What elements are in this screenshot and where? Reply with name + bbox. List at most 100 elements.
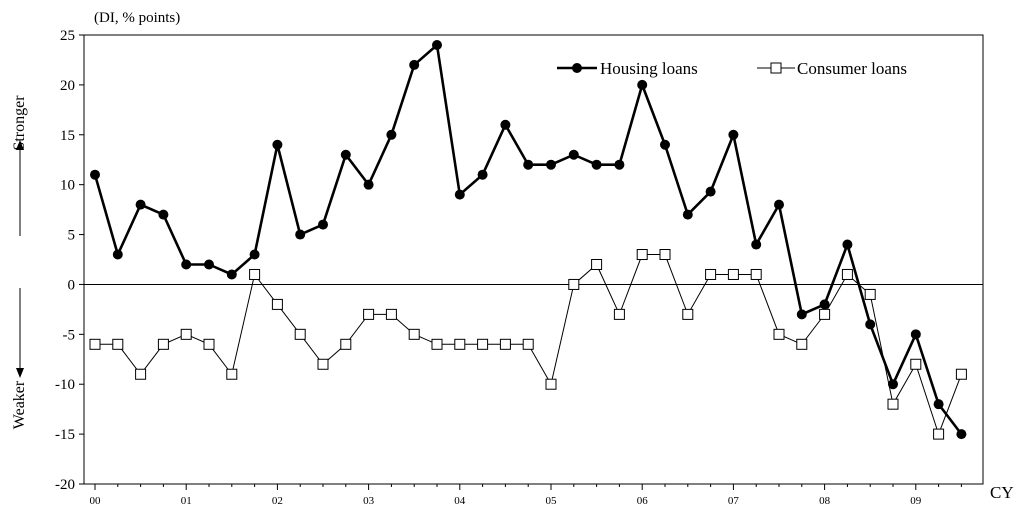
y-tick-label: -10: [55, 377, 75, 393]
data-point: [682, 209, 693, 220]
data-point: [933, 428, 945, 440]
data-point: [249, 268, 261, 280]
series-consumer-loans: [89, 249, 967, 440]
data-point: [249, 249, 260, 260]
data-point: [294, 328, 306, 340]
data-point: [135, 199, 146, 210]
data-point: [819, 308, 831, 320]
data-point: [910, 329, 921, 340]
data-point: [545, 378, 557, 390]
x-tick-label: 01: [181, 495, 192, 507]
legend: Housing loans Consumer loans: [557, 59, 907, 78]
data-point: [135, 368, 147, 380]
data-point: [842, 239, 853, 250]
data-point: [887, 398, 899, 410]
legend-housing-loans: Housing loans: [557, 59, 698, 78]
data-point: [226, 269, 237, 280]
data-point: [750, 268, 762, 280]
data-point: [705, 186, 716, 197]
data-point: [181, 259, 192, 270]
data-point: [864, 288, 876, 300]
data-point: [727, 268, 739, 280]
data-point: [568, 278, 580, 290]
data-point: [112, 338, 124, 350]
data-point: [591, 258, 603, 270]
data-point: [363, 308, 375, 320]
data-point: [431, 338, 443, 350]
data-point: [408, 328, 420, 340]
y-tick-label: 15: [60, 128, 75, 144]
data-point: [955, 368, 967, 380]
data-point: [271, 298, 283, 310]
stronger-label: Stronger: [11, 95, 28, 151]
x-axis: 00 01 02 03 04 05 06 07 08 09: [90, 484, 962, 507]
data-point: [660, 139, 670, 150]
data-point: [385, 308, 397, 320]
y-axis: 25 20 15 10 5 0 -5 -10 -15 -20: [55, 28, 84, 493]
data-point: [204, 259, 214, 270]
x-tick-label: 08: [819, 495, 831, 507]
data-point: [295, 229, 306, 240]
data-point: [841, 268, 853, 280]
x-tick-label: 07: [728, 495, 740, 507]
y-tick-label: 25: [60, 28, 75, 44]
data-point: [705, 268, 717, 280]
legend-consumer-loans: Consumer loans: [757, 59, 907, 78]
x-tick-label: 09: [910, 495, 922, 507]
data-point: [158, 209, 169, 220]
x-tick-label: 04: [454, 495, 466, 507]
y-tick-label: 0: [68, 277, 76, 293]
data-point: [591, 159, 602, 170]
data-point: [317, 358, 329, 370]
data-point: [157, 338, 169, 350]
legend-label-consumer-loans: Consumer loans: [797, 59, 907, 78]
data-point: [682, 308, 694, 320]
data-point: [363, 179, 374, 190]
unit-label: (DI, % points): [94, 10, 180, 26]
y-tick-label: 5: [68, 228, 76, 244]
weaker-arrow-icon: [16, 288, 24, 378]
data-point: [546, 159, 556, 170]
series-housing-loans: [90, 39, 967, 440]
data-point: [774, 199, 784, 210]
data-point: [112, 249, 123, 260]
data-point: [477, 338, 489, 350]
x-axis-end-label: CY: [990, 483, 1014, 502]
legend-label-housing-loans: Housing loans: [600, 59, 698, 78]
y-tick-label: -15: [55, 427, 75, 443]
data-point: [90, 169, 100, 180]
y-tick-label: -5: [63, 327, 76, 343]
weaker-label: Weaker: [11, 380, 28, 429]
data-point: [318, 219, 328, 230]
data-point: [499, 338, 511, 350]
data-point: [522, 338, 534, 350]
data-point: [613, 308, 625, 320]
y-tick-label: 20: [60, 78, 75, 94]
x-tick-label: 02: [272, 495, 283, 507]
data-point: [523, 159, 534, 170]
data-point: [796, 338, 808, 350]
data-point: [888, 379, 898, 390]
data-point: [773, 328, 785, 340]
data-point: [432, 39, 442, 50]
plot-area: [83, 34, 984, 485]
data-point: [89, 338, 101, 350]
data-point: [500, 119, 511, 130]
x-tick-label: 00: [90, 495, 102, 507]
stronger-arrow-icon: [16, 140, 24, 236]
x-tick-label: 06: [637, 495, 649, 507]
data-point: [910, 358, 922, 370]
y-tick-label: -20: [55, 477, 75, 493]
data-point: [819, 299, 830, 310]
data-point: [659, 249, 671, 261]
data-point: [568, 149, 579, 160]
data-point: [180, 328, 192, 340]
data-point: [796, 309, 807, 320]
data-point: [386, 129, 397, 140]
data-point: [454, 189, 465, 200]
data-point: [956, 429, 967, 440]
data-point: [614, 159, 625, 170]
series-line: [93, 42, 963, 435]
x-tick-label: 03: [363, 495, 375, 507]
